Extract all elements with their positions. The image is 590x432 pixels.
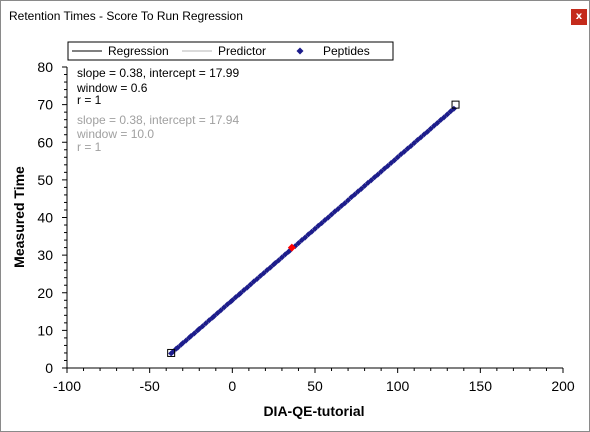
x-tick-label: -50: [140, 378, 160, 394]
peptide-point: [267, 264, 274, 271]
peptide-point: [335, 205, 342, 212]
peptide-point: [417, 134, 424, 141]
peptide-point: [444, 111, 451, 118]
peptide-point: [275, 257, 282, 264]
peptide-point: [308, 228, 315, 235]
peptide-point: [191, 330, 198, 337]
x-tick-label: -100: [53, 378, 81, 394]
peptide-point: [411, 140, 418, 147]
x-tick-label: 50: [307, 378, 323, 394]
annotation-predictor-slope: slope = 0.38, intercept = 17.94: [77, 113, 239, 127]
peptide-point: [318, 220, 325, 227]
peptide-point: [328, 211, 335, 218]
annotation-predictor-r: r = 1: [77, 140, 102, 154]
close-icon: x: [575, 11, 583, 22]
peptide-point: [341, 200, 348, 207]
peptide-point: [254, 275, 261, 282]
peptide-point: [278, 254, 285, 261]
peptide-point: [434, 120, 441, 127]
highlighted-peptide-point: [287, 243, 296, 252]
peptide-point: [440, 114, 447, 121]
annotation-window: window = 0.6: [76, 81, 148, 95]
annotations: slope = 0.38, intercept = 17.99 window =…: [76, 66, 239, 154]
peptide-point: [325, 214, 332, 221]
peptide-point: [427, 125, 434, 132]
x-tick-label: 200: [551, 378, 575, 394]
legend-peptides-label: Peptides: [323, 44, 370, 58]
axes-layer: -100 -50 0 50 100 150 200 0 10 20 30 40 50 60 70 80: [37, 59, 574, 394]
legend-peptides-diamond-icon: [296, 47, 304, 55]
y-tick-label: 30: [37, 247, 53, 263]
peptide-point: [394, 154, 401, 161]
peptide-point: [312, 225, 318, 232]
peptide-point: [358, 185, 365, 192]
peptide-point: [174, 344, 181, 351]
peptide-point: [424, 128, 431, 135]
outlined-point: [167, 348, 176, 357]
y-tick-label: 40: [37, 210, 53, 226]
y-axis-label: Measured Time: [11, 166, 27, 268]
peptide-point: [361, 182, 368, 189]
y-tick-label: 0: [45, 360, 53, 376]
y-tick-label: 20: [37, 285, 53, 301]
y-tick-label: 10: [37, 322, 53, 338]
y-tick-label: 50: [37, 172, 53, 188]
title-bar: Retention Times - Score To Run Regressio…: [1, 1, 589, 32]
x-tick-label: 100: [386, 378, 410, 394]
peptide-point: [368, 177, 375, 184]
legend-regression-label: Regression: [108, 44, 169, 58]
peptide-point: [302, 234, 309, 241]
x-tick-label: 150: [469, 378, 493, 394]
outlined-point: [451, 100, 460, 109]
peptide-point: [202, 320, 209, 327]
legend-box: [67, 41, 394, 61]
y-tick-label: 70: [37, 97, 53, 113]
peptide-point: [237, 290, 244, 297]
peptide-point: [374, 171, 381, 178]
peptide-point: [221, 304, 228, 311]
peptide-point: [384, 162, 391, 169]
legend-predictor-label: Predictor: [218, 44, 266, 58]
annotation-slope: slope = 0.38, intercept = 17.99: [77, 66, 239, 80]
peptide-point: [183, 337, 190, 344]
peptide-point: [378, 168, 385, 175]
peptide-point: [244, 284, 251, 291]
peptide-point: [260, 270, 267, 277]
window-title: Retention Times - Score To Run Regressio…: [9, 9, 243, 23]
peptide-point: [217, 307, 224, 314]
peptide-point: [351, 191, 358, 198]
peptide-point: [345, 197, 352, 204]
peptide-point: [401, 148, 408, 155]
close-button[interactable]: x: [571, 9, 587, 25]
y-tick-label: 80: [37, 59, 53, 75]
annotation-r: r = 1: [77, 93, 102, 107]
annotation-predictor-window: window = 10.0: [76, 127, 154, 141]
legend: Regression Predictor Peptides: [67, 41, 394, 61]
peptide-point: [407, 143, 414, 150]
peptide-point: [211, 313, 218, 320]
peptide-point: [229, 297, 236, 304]
peptide-point: [247, 281, 254, 288]
y-tick-label: 60: [37, 134, 53, 150]
peptide-point: [391, 157, 398, 164]
plot-layer: [167, 100, 460, 357]
x-axis-label: DIA-QE-tutorial: [263, 403, 364, 419]
x-tick-label: 0: [228, 378, 236, 394]
peptide-point: [295, 240, 302, 247]
peptide-point: [199, 323, 206, 330]
